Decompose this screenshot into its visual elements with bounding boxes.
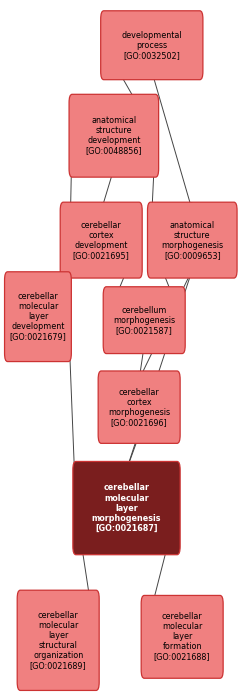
- FancyBboxPatch shape: [98, 371, 179, 443]
- Text: cerebellar
molecular
layer
morphogenesis
[GO:0021687]: cerebellar molecular layer morphogenesis…: [91, 484, 161, 532]
- Text: developmental
process
[GO:0032502]: developmental process [GO:0032502]: [121, 31, 181, 60]
- FancyBboxPatch shape: [100, 11, 202, 80]
- Text: anatomical
structure
morphogenesis
[GO:0009653]: anatomical structure morphogenesis [GO:0…: [161, 221, 223, 260]
- FancyBboxPatch shape: [60, 202, 142, 278]
- Text: anatomical
structure
development
[GO:0048856]: anatomical structure development [GO:004…: [85, 116, 142, 155]
- FancyBboxPatch shape: [69, 94, 158, 177]
- FancyBboxPatch shape: [17, 590, 99, 690]
- Text: cerebellar
molecular
layer
formation
[GO:0021688]: cerebellar molecular layer formation [GO…: [153, 612, 210, 661]
- FancyBboxPatch shape: [103, 287, 184, 354]
- FancyBboxPatch shape: [5, 271, 71, 361]
- FancyBboxPatch shape: [141, 596, 222, 678]
- Text: cerebellar
molecular
layer
structural
organization
[GO:0021689]: cerebellar molecular layer structural or…: [30, 610, 86, 670]
- FancyBboxPatch shape: [147, 202, 236, 278]
- FancyBboxPatch shape: [73, 461, 179, 555]
- Text: cerebellar
cortex
development
[GO:0021695]: cerebellar cortex development [GO:002169…: [73, 221, 129, 260]
- Text: cerebellar
cortex
morphogenesis
[GO:0021696]: cerebellar cortex morphogenesis [GO:0021…: [108, 388, 170, 427]
- Text: cerebellar
molecular
layer
development
[GO:0021679]: cerebellar molecular layer development […: [10, 292, 66, 341]
- Text: cerebellum
morphogenesis
[GO:0021587]: cerebellum morphogenesis [GO:0021587]: [113, 306, 175, 335]
